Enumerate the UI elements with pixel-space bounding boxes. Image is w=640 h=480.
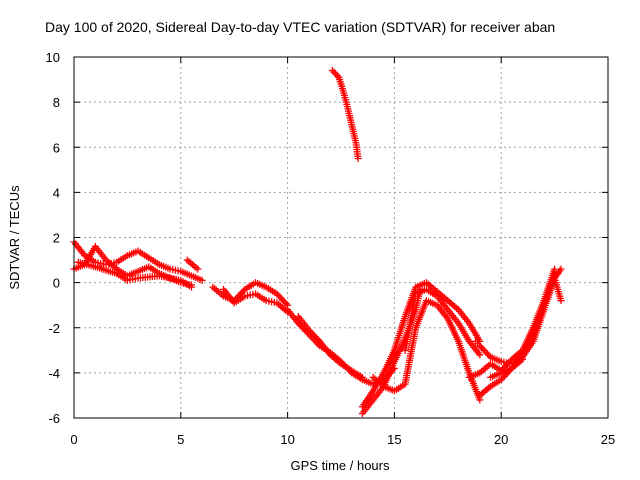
data-point-sat-m [482,348,490,356]
data-point-sat-m [476,342,484,350]
data-point-sat-a [198,276,206,284]
y-tick-label: 6 [53,140,60,155]
data-point-sat-o [497,376,505,384]
x-tick-label: 25 [601,432,615,447]
data-point-sat-m [480,347,488,355]
x-tick-label: 5 [177,432,184,447]
x-tick-label: 20 [494,432,508,447]
data-point-sat-m [483,350,491,358]
y-tick-label: -2 [48,321,60,336]
data-point-sat-e [281,298,289,306]
data-point-sat-h [358,373,366,381]
data-point-sat-e [238,289,246,297]
data-point-sat-m [479,345,487,353]
x-tick-label: 10 [280,432,294,447]
y-tick-label: 8 [53,95,60,110]
y-tick-label: -4 [48,366,60,381]
data-point-sat-o [500,372,508,380]
y-tick-label: 4 [53,185,60,200]
axis-ticks: 0 5 10 15 20 25 -6 -4 -2 0 2 4 6 8 10 [46,50,616,447]
data-point-sat-n [506,357,514,365]
data-point-sat-n [503,360,511,368]
data-point-sat-h [311,332,319,340]
data-point-sat-e [277,295,285,303]
data-point-sat-q [354,155,362,163]
y-tick-label: 10 [46,50,60,65]
data-point-sat-p [519,355,527,363]
data-point-sat-m [477,343,485,351]
y-axis-label: SDTVAR / TECUs [7,185,22,290]
data-point-sat-e [273,290,281,298]
data-point-sat-c [187,283,195,291]
data-point-sat-h [308,329,316,337]
data-point-sat-d [194,265,202,273]
y-tick-label: -6 [48,411,60,426]
x-axis-label: GPS time / hours [291,458,390,473]
data-point-sat-h [306,328,314,336]
data-point-sat-l [476,351,484,359]
data-point-sat-h [314,336,322,344]
data-point-sat-e [274,292,282,300]
x-tick-label: 0 [70,432,77,447]
data-point-sat-o [557,297,565,305]
data-point-sat-h [313,334,321,342]
data-point-sat-h [305,326,313,334]
data-point-sat-m [557,265,565,273]
data-point-sat-o [499,374,507,382]
data-point-sat-e [276,293,284,301]
data-point-sat-h [310,331,318,339]
data-point-sat-n [505,359,513,367]
data-point-sat-n [551,265,559,273]
data-point-sat-e [279,296,287,304]
y-tick-label: 2 [53,231,60,246]
data-point-sat-m [485,351,493,359]
x-tick-label: 15 [387,432,401,447]
chart-title: Day 100 of 2020, Sidereal Day-to-day VTE… [45,19,555,35]
data-points [70,67,565,417]
grid-lines [74,57,608,418]
data-point-sat-e [239,287,247,295]
data-point-sat-e [282,300,290,308]
y-tick-label: 0 [53,276,60,291]
